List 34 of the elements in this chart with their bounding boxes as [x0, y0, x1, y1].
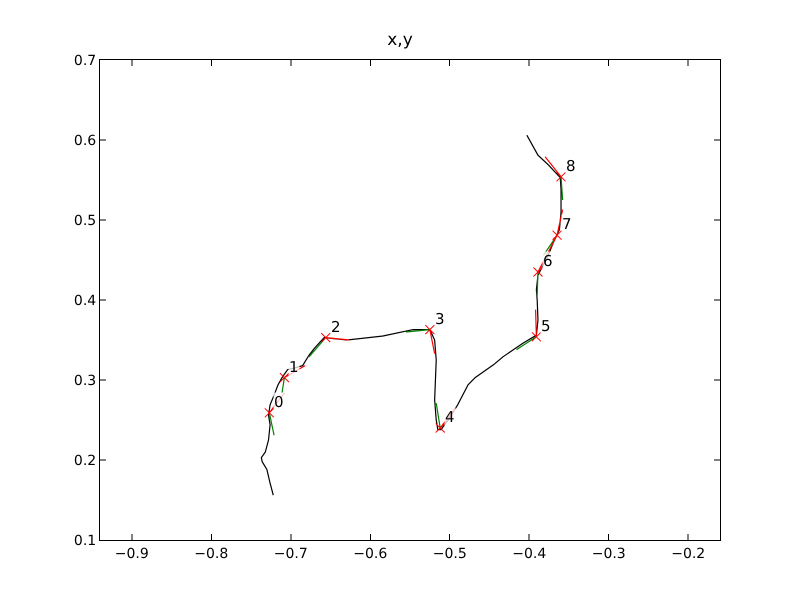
annotation: 8 [566, 157, 576, 175]
x-tick-label: −0.2 [671, 546, 706, 562]
y-tick-label: 0.5 [74, 212, 96, 229]
y-tick-label: 0.4 [74, 292, 96, 309]
point [264, 408, 274, 418]
annotation: 6 [543, 252, 553, 270]
x-tick-label: −0.9 [114, 546, 149, 562]
x-tick-label: −0.4 [512, 546, 546, 562]
y-tick-label: 0.1 [74, 532, 96, 549]
annotation: 0 [274, 393, 284, 411]
point [320, 332, 331, 343]
x-tick-label: −0.3 [592, 546, 626, 562]
x-tick-label: −0.5 [432, 546, 467, 562]
chart-title: x,y [387, 30, 413, 50]
y-tick-label: 0.3 [74, 372, 96, 389]
point [552, 230, 562, 240]
y-tick-label: 0.7 [74, 52, 96, 69]
annotation: 7 [562, 215, 572, 233]
annotation: 5 [541, 317, 551, 335]
y-tick-label: 0.2 [74, 452, 96, 469]
point [424, 324, 435, 335]
point [279, 372, 290, 383]
line-series [260, 134, 562, 496]
annotation: 4 [445, 408, 455, 426]
annotation: 3 [435, 310, 445, 328]
x-tick-label: −0.6 [353, 546, 388, 562]
y-tick-label: 0.6 [74, 132, 96, 149]
point [435, 423, 446, 433]
x-tick-label: −0.8 [194, 546, 228, 562]
x-tick-label: −0.7 [274, 546, 308, 562]
point [531, 332, 542, 342]
point [532, 267, 543, 277]
point [556, 172, 566, 182]
annotation: 2 [331, 318, 341, 336]
